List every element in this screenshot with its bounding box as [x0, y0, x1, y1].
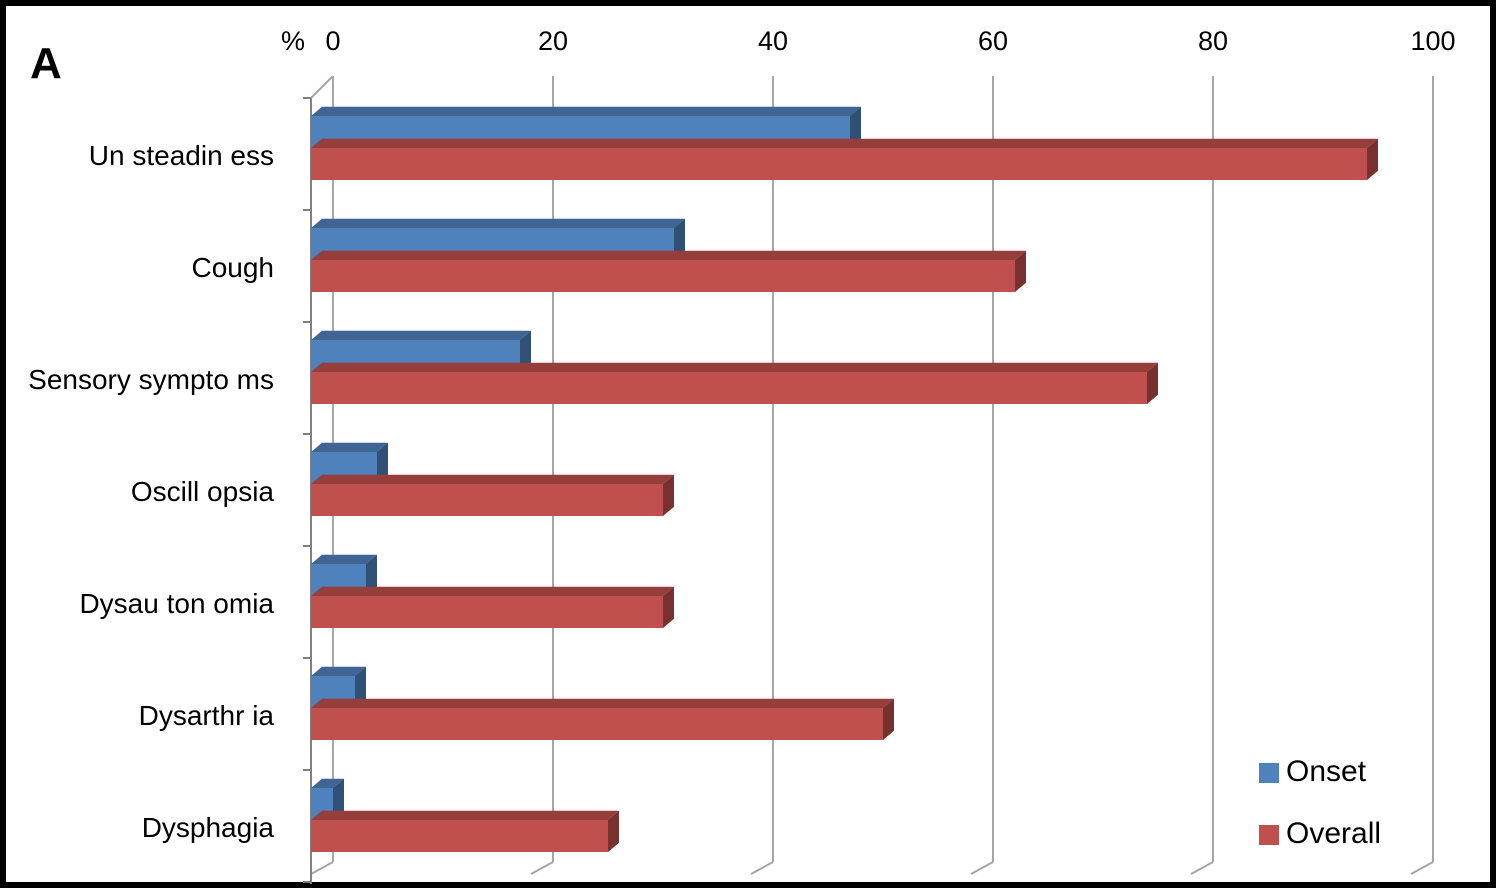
bar-front-face [311, 596, 663, 628]
bar-top-face [311, 106, 861, 116]
bar-top-face [311, 362, 1158, 372]
gridline-depth-0 [310, 861, 334, 875]
x-tick-label-80: 80 [1198, 26, 1228, 56]
category-label-oscillopsia: Oscill opsia [131, 476, 275, 507]
bar-side-face [333, 778, 344, 820]
bar-overall-dysphagia [311, 810, 619, 852]
bar-top-face [311, 218, 685, 228]
legend-label-overall: Overall [1286, 817, 1381, 850]
legend-label-onset: Onset [1286, 755, 1367, 788]
legend-swatch-onset [1259, 763, 1279, 783]
gridline-depth-40 [750, 861, 774, 875]
bar-top-face [311, 810, 619, 820]
bar-onset-dysautonomia [311, 554, 377, 596]
legend: Onset Overall [1259, 755, 1381, 850]
bar-overall-cough [311, 250, 1026, 292]
bar-top-face [311, 250, 1026, 260]
bar-overall-unsteadiness [311, 138, 1378, 180]
bar-side-face [608, 810, 619, 852]
bar-overall-dysautonomia [311, 586, 674, 628]
gridline-depth-20 [530, 861, 554, 875]
x-tick-label-100: 100 [1410, 26, 1455, 56]
bar-front-face [311, 372, 1147, 404]
bar-front-face [311, 148, 1367, 180]
bar-side-face [1367, 138, 1378, 180]
x-tick-label-40: 40 [758, 26, 788, 56]
category-label-dysautonomia: Dysau ton omia [79, 588, 274, 619]
bar-side-face [366, 554, 377, 596]
legend-swatch-overall [1259, 825, 1279, 845]
bar-front-face [311, 820, 608, 852]
bar-side-face [663, 474, 674, 516]
bar-top-face [311, 138, 1378, 148]
gridline-depth-80 [1190, 861, 1214, 875]
category-label-sensory-symptoms: Sensory sympto ms [28, 364, 274, 395]
bar-top-face [311, 442, 388, 452]
category-labels: Un steadin ess Cough Sensory sympto ms Osci… [28, 140, 274, 843]
bar-top-face [311, 554, 377, 564]
x-tick-label-20: 20 [538, 26, 568, 56]
bar-side-face [883, 698, 894, 740]
bar-front-face [311, 260, 1015, 292]
bar-side-face [663, 586, 674, 628]
bars [311, 106, 1378, 852]
bar-side-face [355, 666, 366, 708]
bar-side-face [377, 442, 388, 484]
bar-overall-oscillopsia [311, 474, 674, 516]
bar-top-face [311, 666, 366, 676]
bar-overall-dysarthria [311, 698, 894, 740]
bar-side-face [850, 106, 861, 148]
category-label-unsteadiness: Un steadin ess [89, 140, 274, 171]
bar-top-face [311, 586, 674, 596]
category-label-cough: Cough [191, 252, 274, 283]
bar-overall-sensory-symptoms [311, 362, 1158, 404]
bar-top-face [311, 778, 344, 788]
category-label-dysarthria: Dysarthr ia [139, 700, 275, 731]
gridline-depth-100 [1410, 861, 1434, 875]
x-axis-unit-label: % [281, 26, 305, 56]
bar-side-face [674, 218, 685, 260]
category-label-dysphagia: Dysphagia [142, 812, 275, 843]
y-axis-top-depth [310, 75, 334, 99]
bar-side-face [1015, 250, 1026, 292]
x-tick-labels: 0 20 40 60 80 100 [325, 26, 1455, 56]
bar-top-face [311, 330, 531, 340]
bar-top-face [311, 474, 674, 484]
x-tick-label-60: 60 [978, 26, 1008, 56]
bar-side-face [1147, 362, 1158, 404]
bar-front-face [311, 484, 663, 516]
panel-letter: A [30, 39, 62, 88]
gridline-depth-60 [970, 861, 994, 875]
bar-side-face [520, 330, 531, 372]
x-tick-label-0: 0 [325, 26, 340, 56]
bar-top-face [311, 698, 894, 708]
bar-front-face [311, 708, 883, 740]
